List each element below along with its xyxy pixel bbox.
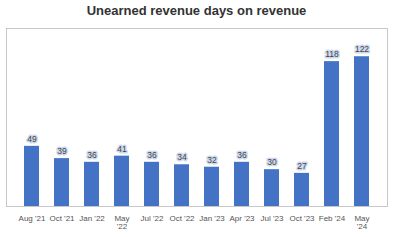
svg-text:Oct '21: Oct '21 bbox=[49, 214, 75, 223]
svg-text:122: 122 bbox=[355, 44, 369, 54]
svg-text:Aug '21: Aug '21 bbox=[19, 214, 46, 223]
svg-text:118: 118 bbox=[325, 49, 339, 59]
svg-text:32: 32 bbox=[207, 155, 217, 165]
svg-text:Oct '22: Oct '22 bbox=[169, 214, 195, 223]
svg-text:May'22: May'22 bbox=[114, 214, 129, 231]
svg-text:Feb '24: Feb '24 bbox=[319, 214, 346, 223]
svg-text:36: 36 bbox=[147, 150, 157, 160]
svg-text:39: 39 bbox=[57, 146, 67, 156]
svg-text:41: 41 bbox=[117, 144, 127, 154]
svg-text:Jan '22: Jan '22 bbox=[79, 214, 105, 223]
svg-text:Apr '23: Apr '23 bbox=[229, 214, 255, 223]
svg-text:49: 49 bbox=[27, 134, 37, 144]
html-text:Unearned revenue days on reven: Unearned revenue days on revenue bbox=[86, 3, 307, 18]
svg-text:Jan '23: Jan '23 bbox=[199, 214, 225, 223]
svg-text:Jul '23: Jul '23 bbox=[261, 214, 284, 223]
svg-text:Jul '22: Jul '22 bbox=[141, 214, 164, 223]
svg-text:36: 36 bbox=[237, 150, 247, 160]
svg-text:27: 27 bbox=[297, 161, 307, 171]
svg-text:Oct '23: Oct '23 bbox=[289, 214, 315, 223]
svg-text:36: 36 bbox=[87, 150, 97, 160]
svg-text:May'24: May'24 bbox=[354, 214, 369, 231]
svg-text:30: 30 bbox=[267, 157, 277, 167]
svg-text:34: 34 bbox=[177, 152, 187, 162]
